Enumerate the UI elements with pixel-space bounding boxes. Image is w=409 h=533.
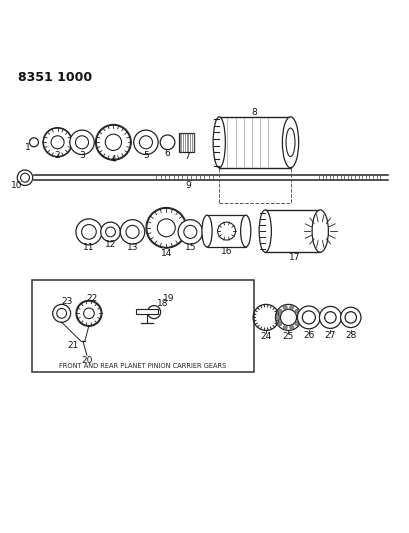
- Circle shape: [275, 316, 279, 319]
- Text: 15: 15: [184, 243, 196, 252]
- Circle shape: [277, 309, 281, 313]
- Text: 3: 3: [79, 151, 85, 160]
- Circle shape: [340, 307, 360, 328]
- Circle shape: [51, 136, 64, 149]
- Text: 2: 2: [55, 151, 60, 160]
- Bar: [207, 215, 245, 247]
- Text: 22: 22: [86, 294, 97, 303]
- Circle shape: [75, 136, 88, 149]
- Text: 18: 18: [156, 300, 168, 309]
- Circle shape: [344, 312, 355, 323]
- Circle shape: [146, 208, 185, 247]
- Circle shape: [17, 170, 33, 185]
- Circle shape: [319, 306, 341, 328]
- Text: 21: 21: [67, 342, 78, 350]
- Text: 16: 16: [220, 247, 232, 256]
- Circle shape: [43, 128, 72, 157]
- Text: FRONT AND REAR PLANET PINION CARRIER GEARS: FRONT AND REAR PLANET PINION CARRIER GEA…: [59, 363, 226, 369]
- Text: 8: 8: [250, 108, 256, 117]
- Ellipse shape: [258, 210, 271, 252]
- Circle shape: [324, 312, 335, 323]
- Text: 10: 10: [11, 181, 22, 190]
- Circle shape: [183, 225, 196, 238]
- Text: 20: 20: [81, 356, 92, 365]
- Circle shape: [105, 134, 121, 150]
- Text: 4: 4: [110, 155, 116, 164]
- Circle shape: [83, 308, 94, 319]
- Circle shape: [96, 125, 130, 159]
- Circle shape: [301, 311, 315, 324]
- Circle shape: [289, 326, 293, 329]
- Circle shape: [76, 219, 102, 245]
- Ellipse shape: [202, 215, 211, 247]
- Circle shape: [160, 135, 175, 150]
- Text: 12: 12: [105, 240, 116, 249]
- Bar: [265, 210, 319, 252]
- Circle shape: [283, 305, 287, 309]
- Ellipse shape: [285, 128, 294, 157]
- Bar: [135, 309, 158, 314]
- Text: 8351 1000: 8351 1000: [18, 71, 92, 84]
- Circle shape: [217, 222, 235, 240]
- Circle shape: [294, 321, 298, 326]
- Text: 11: 11: [83, 243, 94, 252]
- Circle shape: [29, 138, 38, 147]
- Circle shape: [53, 304, 70, 322]
- Text: 27: 27: [324, 331, 335, 340]
- Circle shape: [126, 225, 139, 238]
- Circle shape: [120, 220, 144, 244]
- Circle shape: [133, 130, 158, 155]
- Circle shape: [178, 220, 202, 244]
- Circle shape: [294, 309, 298, 313]
- Circle shape: [20, 173, 29, 182]
- Circle shape: [289, 305, 293, 309]
- Ellipse shape: [213, 117, 225, 168]
- Circle shape: [139, 136, 152, 149]
- Text: 23: 23: [61, 296, 73, 305]
- Text: 17: 17: [288, 253, 300, 262]
- Text: 19: 19: [162, 294, 174, 303]
- Ellipse shape: [282, 117, 298, 168]
- Circle shape: [106, 227, 115, 237]
- Bar: [178, 133, 194, 152]
- Circle shape: [76, 301, 101, 326]
- Text: 13: 13: [126, 243, 138, 252]
- Bar: [32, 279, 253, 373]
- Circle shape: [296, 316, 300, 319]
- Text: 9: 9: [185, 181, 191, 190]
- Ellipse shape: [240, 215, 250, 247]
- Circle shape: [101, 222, 120, 241]
- Circle shape: [81, 224, 96, 239]
- Ellipse shape: [311, 210, 328, 252]
- Text: 1: 1: [25, 143, 31, 152]
- Circle shape: [157, 219, 175, 237]
- Circle shape: [283, 326, 287, 329]
- Text: 25: 25: [282, 333, 293, 342]
- Circle shape: [147, 305, 160, 319]
- Text: 6: 6: [164, 149, 170, 158]
- Text: 26: 26: [302, 331, 314, 340]
- Circle shape: [297, 306, 319, 329]
- Text: 7: 7: [183, 152, 189, 161]
- Text: 24: 24: [260, 333, 271, 342]
- Circle shape: [70, 130, 94, 155]
- Bar: [219, 117, 290, 168]
- Text: 14: 14: [160, 249, 172, 258]
- Circle shape: [56, 309, 66, 318]
- Text: 5: 5: [143, 151, 148, 160]
- Circle shape: [277, 321, 281, 326]
- Text: 28: 28: [344, 331, 355, 340]
